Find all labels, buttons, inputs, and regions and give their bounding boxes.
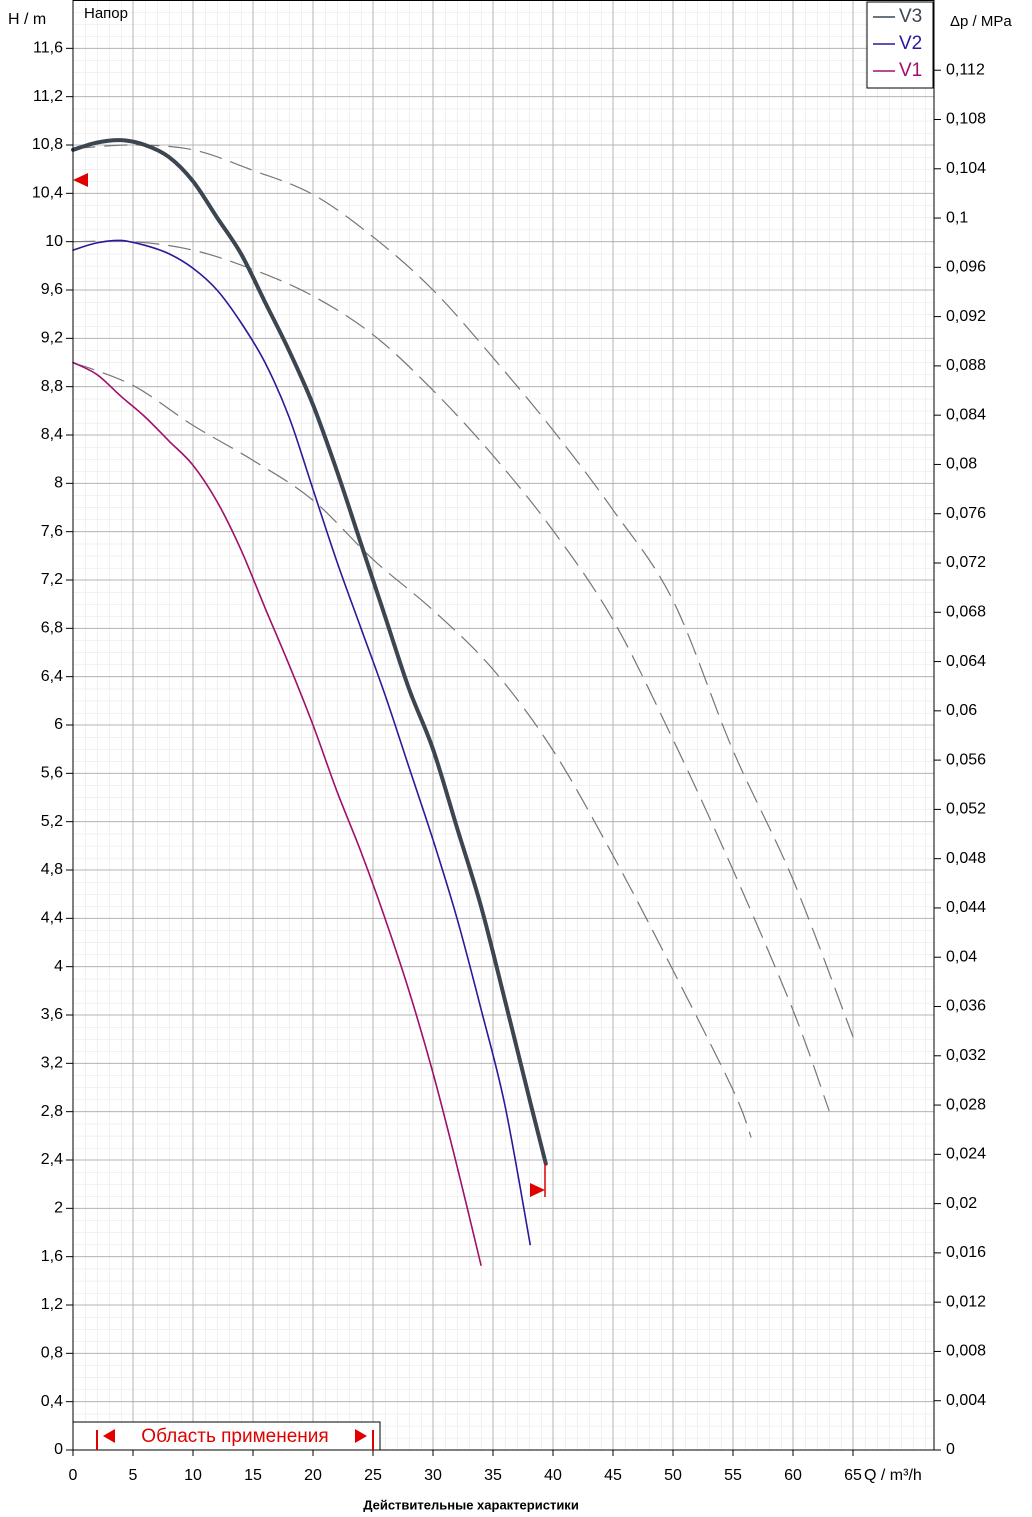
x-tick-label: 15 bbox=[244, 1467, 262, 1484]
subtitle: Действительные характеристики bbox=[363, 1497, 579, 1512]
y2-tick-label: 0,032 bbox=[946, 1047, 986, 1064]
y-tick-label: 9,2 bbox=[41, 330, 63, 347]
y-tick-label: 7,2 bbox=[41, 571, 63, 588]
application-range: Область применения bbox=[96, 1426, 374, 1450]
x-tick-label: 0 bbox=[69, 1467, 78, 1484]
annotation: Напор bbox=[84, 5, 128, 22]
y2-tick-label: 0,016 bbox=[946, 1244, 986, 1261]
y-axis-label: H / m bbox=[8, 11, 46, 28]
pump-curve bbox=[72, 361, 482, 1266]
y-tick-label: 11,6 bbox=[33, 40, 63, 57]
y-tick-label: 2 bbox=[54, 1200, 63, 1217]
legend: V3 V2 V1 bbox=[866, 1, 934, 89]
y2-tick-label: 0,056 bbox=[946, 751, 986, 768]
x-tick-label: 25 bbox=[364, 1467, 382, 1484]
grid bbox=[72, 0, 934, 1451]
y-tick-label: 8,8 bbox=[41, 378, 63, 395]
range-box bbox=[72, 1421, 381, 1451]
y-tick-label: 6,8 bbox=[41, 620, 63, 637]
y-tick-label: 8 bbox=[54, 475, 63, 492]
y-tick-label: 2,4 bbox=[41, 1151, 63, 1168]
y2-tick-label: 0,088 bbox=[946, 357, 986, 374]
y2-tick-label: 0,024 bbox=[946, 1146, 986, 1163]
y-tick-label: 6 bbox=[54, 716, 63, 733]
pump-curve bbox=[72, 239, 531, 1246]
y2-tick-label: 0 bbox=[946, 1441, 955, 1458]
legend-label: V2 bbox=[899, 33, 922, 54]
y-tick-label: 4,4 bbox=[41, 910, 63, 927]
y2-tick-label: 0,072 bbox=[946, 554, 986, 571]
duty-marker-right bbox=[530, 1183, 545, 1197]
legend-label: V3 bbox=[899, 6, 922, 27]
y-tick-label: 5,6 bbox=[41, 765, 63, 782]
y-tick-label: 1,2 bbox=[41, 1296, 63, 1313]
y-tick-label: 7,6 bbox=[41, 523, 63, 540]
x-tick-label: 40 bbox=[544, 1467, 562, 1484]
y2-tick-label: 0,044 bbox=[946, 899, 986, 916]
y-tick-label: 1,6 bbox=[41, 1248, 63, 1265]
x-tick-label: 50 bbox=[664, 1467, 682, 1484]
y2-tick-label: 0,092 bbox=[946, 308, 986, 325]
y-tick-label: 8,4 bbox=[41, 426, 63, 443]
y2-tick-label: 0,04 bbox=[946, 948, 977, 965]
y2-tick-label: 0,104 bbox=[946, 160, 986, 177]
duty-marker-left bbox=[73, 173, 88, 187]
y-tick-label: 11,2 bbox=[33, 88, 63, 105]
y2-tick-label: 0,02 bbox=[946, 1195, 977, 1212]
y2-tick-label: 0,012 bbox=[946, 1293, 986, 1310]
y2-tick-label: 0,06 bbox=[946, 702, 977, 719]
x-tick-label: 10 bbox=[184, 1467, 202, 1484]
range-arrow-right bbox=[355, 1429, 367, 1443]
range-arrow-left bbox=[103, 1429, 115, 1443]
y2-tick-label: 0,052 bbox=[946, 801, 986, 818]
y2-axis-label: Δp / MPa bbox=[950, 13, 1012, 30]
y-tick-label: 6,4 bbox=[41, 668, 63, 685]
y-tick-label: 0,8 bbox=[41, 1345, 63, 1362]
x-tick-label: 65 bbox=[844, 1467, 862, 1484]
legend-label: V1 bbox=[899, 60, 922, 81]
y2-tick-label: 0,084 bbox=[946, 406, 986, 423]
curves bbox=[71, 138, 854, 1266]
y-tick-label: 10,4 bbox=[32, 185, 63, 202]
y-tick-label: 0,4 bbox=[41, 1393, 63, 1410]
y2-tick-label: 0,036 bbox=[946, 998, 986, 1015]
x-tick-label: 55 bbox=[724, 1467, 742, 1484]
y2-tick-label: 0,008 bbox=[946, 1343, 986, 1360]
y-tick-label: 5,2 bbox=[41, 813, 63, 830]
x-axis-label: Q / m³/h bbox=[864, 1467, 922, 1484]
y-tick-label: 9,6 bbox=[41, 281, 63, 298]
y2-tick-label: 0,064 bbox=[946, 653, 986, 670]
range-label: Область применения bbox=[141, 1426, 328, 1447]
y2-tick-label: 0,096 bbox=[946, 259, 986, 276]
y-tick-label: 10,8 bbox=[32, 136, 63, 153]
y-tick-label: 3,2 bbox=[41, 1055, 63, 1072]
y2-tick-label: 0,08 bbox=[946, 456, 977, 473]
x-tick-label: 30 bbox=[424, 1467, 442, 1484]
y-tick-label: 10 bbox=[45, 233, 63, 250]
y2-tick-label: 0,068 bbox=[946, 603, 986, 620]
pump-curve bbox=[71, 138, 548, 1166]
x-tick-label: 35 bbox=[484, 1467, 502, 1484]
y-tick-label: 0 bbox=[54, 1441, 63, 1458]
y2-tick-label: 0,028 bbox=[946, 1096, 986, 1113]
y2-tick-label: 0,004 bbox=[946, 1392, 986, 1409]
x-tick-label: 20 bbox=[304, 1467, 322, 1484]
x-tick-label: 60 bbox=[784, 1467, 802, 1484]
x-tick-label: 45 bbox=[604, 1467, 622, 1484]
y2-tick-label: 0,048 bbox=[946, 850, 986, 867]
dashed-curve bbox=[72, 144, 854, 1038]
y-tick-label: 4,8 bbox=[41, 861, 63, 878]
y-tick-label: 3,6 bbox=[41, 1006, 63, 1023]
dashed-curve bbox=[72, 240, 830, 1112]
x-tick-label: 5 bbox=[129, 1467, 138, 1484]
y2-tick-label: 0,112 bbox=[946, 61, 985, 78]
y2-tick-label: 0,076 bbox=[946, 505, 986, 522]
y-tick-label: 2,8 bbox=[41, 1103, 63, 1120]
y2-tick-label: 0,1 bbox=[946, 209, 968, 226]
y2-tick-label: 0,108 bbox=[946, 111, 986, 128]
dashed-curve bbox=[72, 361, 752, 1138]
y-tick-label: 4 bbox=[54, 958, 63, 975]
